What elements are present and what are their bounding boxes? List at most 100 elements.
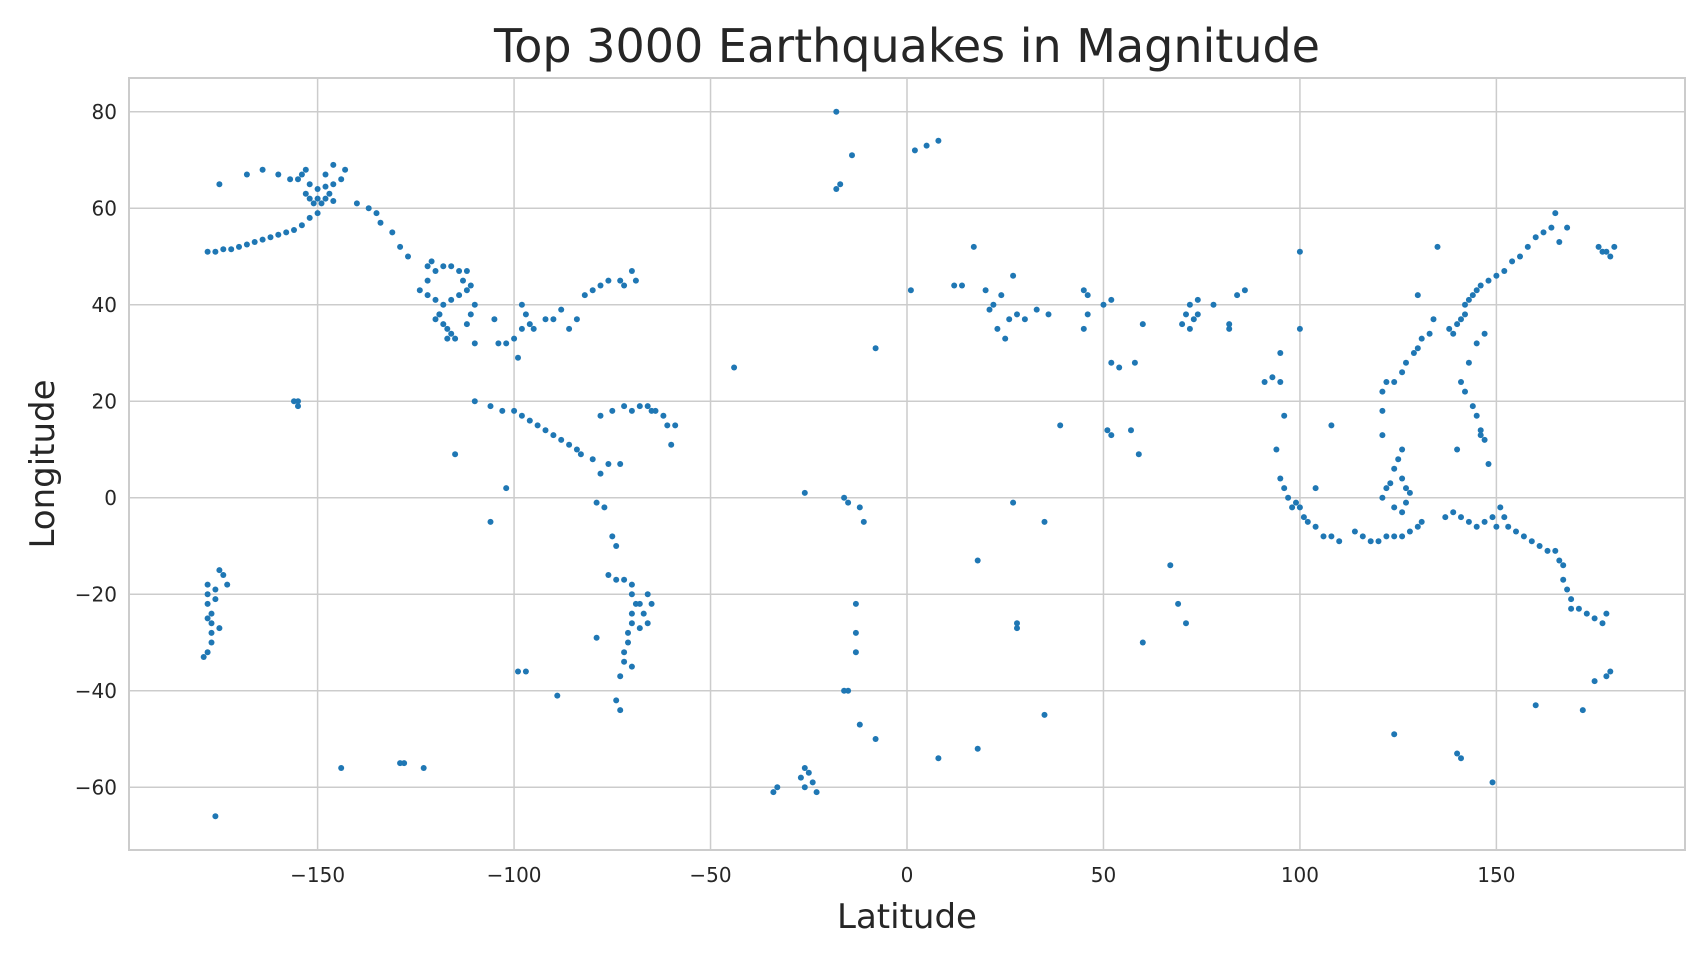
x-tick-label: 150 bbox=[1477, 863, 1515, 887]
earthquake-point bbox=[1560, 562, 1567, 569]
earthquake-point bbox=[1116, 364, 1123, 371]
earthquake-point bbox=[1564, 586, 1571, 593]
earthquake-point bbox=[526, 417, 533, 424]
earthquake-point bbox=[1312, 485, 1319, 492]
earthquake-point bbox=[1469, 292, 1476, 299]
earthquake-point bbox=[841, 687, 848, 694]
earthquake-point bbox=[935, 755, 942, 762]
earthquake-point bbox=[1458, 316, 1464, 323]
earthquake-point bbox=[1414, 523, 1421, 530]
earthquake-point bbox=[1399, 475, 1406, 482]
earthquake-point bbox=[424, 277, 431, 284]
earthquake-point bbox=[1289, 504, 1296, 511]
earthquake-point bbox=[1277, 475, 1284, 482]
earthquake-point bbox=[212, 813, 219, 820]
earthquake-point bbox=[444, 335, 451, 342]
earthquake-point bbox=[295, 176, 301, 183]
earthquake-point bbox=[212, 596, 219, 603]
earthquake-point bbox=[283, 229, 290, 236]
earthquake-point bbox=[1359, 533, 1366, 540]
earthquake-point bbox=[1304, 518, 1311, 525]
earthquake-point bbox=[625, 629, 631, 636]
earthquake-point bbox=[428, 258, 435, 265]
earthquake-point bbox=[1611, 243, 1618, 250]
earthquake-point bbox=[621, 649, 628, 656]
earthquake-point bbox=[1473, 287, 1480, 294]
earthquake-point bbox=[1234, 292, 1241, 299]
earthquake-point bbox=[1406, 528, 1413, 535]
earthquake-point bbox=[208, 610, 215, 617]
earthquake-point bbox=[448, 263, 455, 270]
earthquake-point bbox=[566, 441, 573, 448]
y-tick-label: 20 bbox=[92, 389, 117, 413]
earthquake-point bbox=[1383, 485, 1390, 492]
earthquake-point bbox=[609, 407, 616, 414]
earthquake-point bbox=[1462, 311, 1468, 318]
earthquake-point bbox=[542, 316, 549, 323]
earthquake-point bbox=[518, 301, 525, 308]
earthquake-point bbox=[1603, 673, 1610, 680]
earthquake-point bbox=[389, 229, 396, 236]
earthquake-point bbox=[1014, 311, 1020, 318]
earthquake-point bbox=[1391, 504, 1398, 511]
earthquake-point bbox=[259, 236, 266, 243]
earthquake-point bbox=[1108, 432, 1115, 439]
earthquake-point bbox=[471, 398, 478, 405]
earthquake-point bbox=[1568, 596, 1575, 603]
earthquake-point bbox=[628, 610, 635, 617]
earthquake-point bbox=[907, 287, 914, 294]
earthquake-point bbox=[1379, 388, 1386, 395]
earthquake-point bbox=[373, 210, 380, 217]
earthquake-point bbox=[628, 268, 635, 274]
earthquake-point bbox=[1497, 504, 1504, 511]
earthquake-point bbox=[1414, 292, 1421, 299]
earthquake-point bbox=[287, 176, 294, 183]
earthquake-point bbox=[1532, 702, 1539, 709]
earthquake-point bbox=[204, 649, 211, 656]
earthquake-point bbox=[251, 239, 258, 245]
earthquake-point bbox=[1403, 359, 1409, 366]
earthquake-point bbox=[1057, 422, 1064, 429]
earthquake-point bbox=[511, 407, 518, 414]
earthquake-point bbox=[1084, 292, 1091, 299]
earthquake-point bbox=[1485, 461, 1492, 467]
earthquake-point bbox=[1296, 325, 1303, 332]
earthquake-point bbox=[224, 581, 231, 588]
x-tick-label: 0 bbox=[901, 863, 914, 887]
earthquake-point bbox=[330, 198, 337, 204]
earthquake-point bbox=[295, 403, 301, 410]
earthquake-point bbox=[581, 292, 588, 299]
earthquake-point bbox=[672, 422, 679, 429]
earthquake-point bbox=[621, 658, 628, 665]
earthquake-point bbox=[1501, 514, 1508, 521]
earthquake-point bbox=[1505, 523, 1512, 530]
earthquake-point bbox=[243, 171, 250, 178]
earthquake-point bbox=[518, 412, 525, 419]
earthquake-point bbox=[1446, 325, 1453, 332]
earthquake-point bbox=[1583, 610, 1590, 617]
earthquake-point bbox=[605, 277, 612, 284]
earthquake-point bbox=[432, 316, 439, 323]
earthquake-point bbox=[1379, 407, 1386, 414]
earthquake-point bbox=[522, 311, 529, 318]
earthquake-point bbox=[1300, 514, 1307, 521]
earthquake-point bbox=[314, 186, 321, 192]
earthquake-point bbox=[644, 403, 651, 410]
earthquake-point bbox=[204, 600, 211, 607]
earthquake-point bbox=[1595, 243, 1602, 250]
earthquake-point bbox=[648, 600, 655, 607]
earthquake-point bbox=[338, 765, 345, 771]
earthquake-point bbox=[522, 668, 529, 675]
earthquake-point bbox=[856, 504, 863, 511]
earthquake-point bbox=[1481, 436, 1488, 443]
earthquake-point bbox=[1434, 243, 1441, 250]
earthquake-point bbox=[597, 282, 604, 289]
earthquake-point bbox=[1465, 518, 1472, 525]
y-tick-label: 0 bbox=[104, 486, 117, 510]
earthquake-point bbox=[959, 282, 965, 289]
earthquake-point bbox=[636, 600, 643, 607]
earthquake-point bbox=[1485, 277, 1492, 284]
earthquake-point bbox=[1548, 224, 1555, 231]
tick-labels: −150 −100 −50 0 50 100 150 −60 −40 −20 0 20 40 60 80 bbox=[75, 100, 1516, 887]
